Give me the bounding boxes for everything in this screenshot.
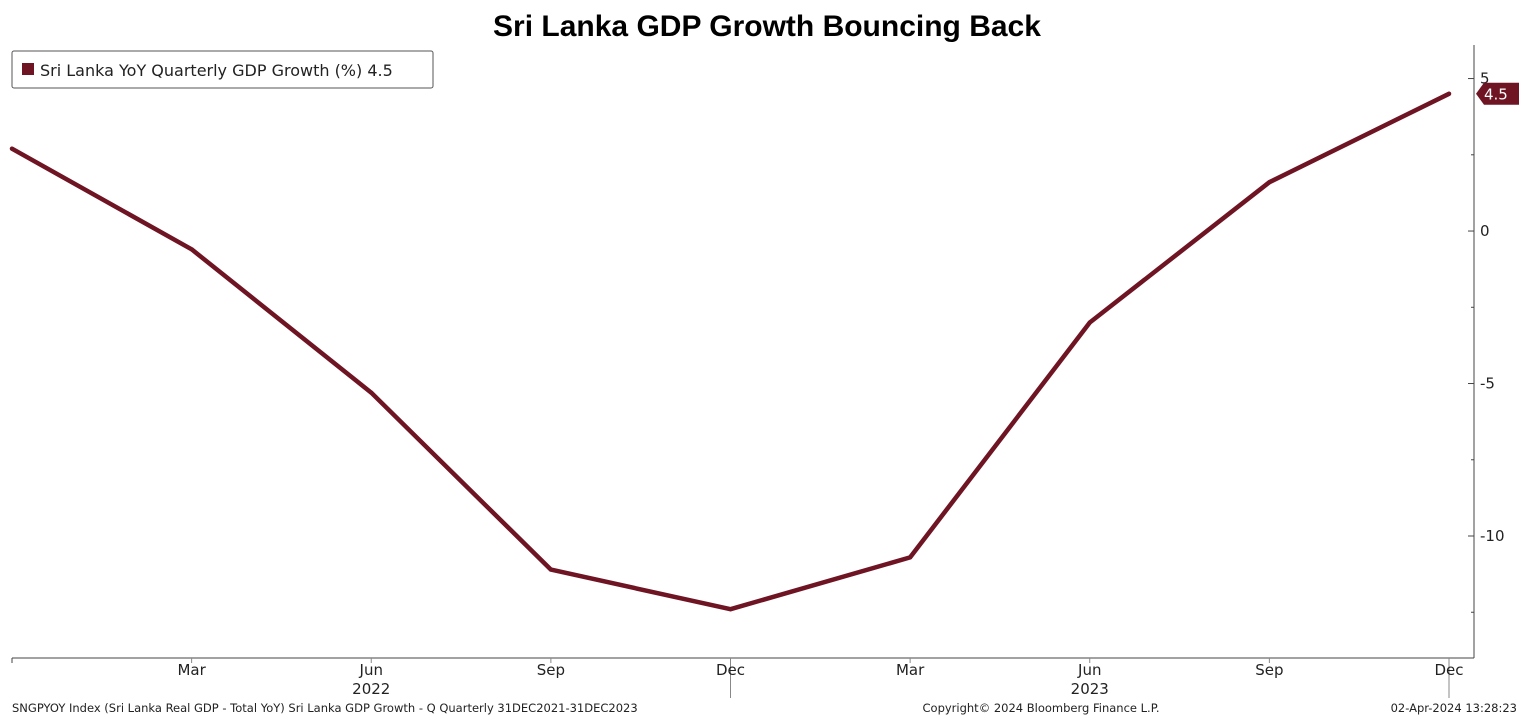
legend: Sri Lanka YoY Quarterly GDP Growth (%) 4… bbox=[11, 50, 434, 89]
series-point bbox=[1447, 91, 1451, 96]
series-point bbox=[728, 607, 733, 612]
x-tick-label: Sep bbox=[537, 661, 565, 679]
chart-axes bbox=[12, 45, 1475, 659]
legend-box bbox=[11, 50, 434, 89]
legend-label: Sri Lanka YoY Quarterly GDP Growth (%) 4… bbox=[40, 61, 393, 80]
y-tick-label: 5 bbox=[1480, 70, 1490, 88]
x-tick-label: Jun bbox=[1077, 661, 1101, 679]
x-year-label: 2022 bbox=[352, 680, 390, 698]
series-point bbox=[10, 146, 14, 151]
series-line bbox=[9, 91, 1452, 612]
last-value-flag-label: 4.5 bbox=[1484, 85, 1508, 103]
x-tick-label: Mar bbox=[177, 661, 206, 679]
x-tick-label: Jun bbox=[359, 661, 383, 679]
x-tick-label: Dec bbox=[716, 661, 745, 679]
series-point bbox=[1087, 320, 1092, 325]
footer-timestamp: 02-Apr-2024 13:28:23 bbox=[1391, 701, 1517, 715]
chart-title: Sri Lanka GDP Growth Bouncing Back bbox=[493, 10, 1041, 43]
legend-swatch bbox=[22, 63, 34, 75]
footer-copyright: Copyright© 2024 Bloomberg Finance L.P. bbox=[923, 701, 1160, 715]
legend-series-name: Sri Lanka YoY Quarterly GDP Growth (%) bbox=[40, 61, 362, 80]
y-axis-ticks: 5 0 -5 -10 bbox=[1468, 70, 1505, 613]
x-year-label: 2023 bbox=[1071, 680, 1109, 698]
series-point bbox=[369, 390, 374, 395]
legend-series-value: 4.5 bbox=[367, 61, 392, 80]
last-value-flag: 4.5 bbox=[1476, 82, 1519, 105]
y-tick-label: 0 bbox=[1480, 222, 1490, 240]
y-tick-label: -10 bbox=[1480, 527, 1505, 545]
series-point bbox=[908, 555, 913, 560]
series-point bbox=[1267, 180, 1272, 185]
y-tick-label: -5 bbox=[1480, 375, 1495, 393]
plot-area bbox=[9, 91, 1452, 612]
last-value-flag-shape bbox=[1476, 82, 1519, 105]
x-tick-label: Dec bbox=[1434, 661, 1463, 679]
footer-source: SNGPYOY Index (Sri Lanka Real GDP - Tota… bbox=[12, 701, 638, 715]
series-point bbox=[189, 247, 194, 252]
x-axis-ticks: Mar Jun Sep Dec Mar Jun Sep Dec 2022 2023 bbox=[11, 658, 1464, 698]
x-tick-label: Sep bbox=[1255, 661, 1283, 679]
x-tick-label: Mar bbox=[896, 661, 925, 679]
series-point bbox=[548, 567, 553, 572]
